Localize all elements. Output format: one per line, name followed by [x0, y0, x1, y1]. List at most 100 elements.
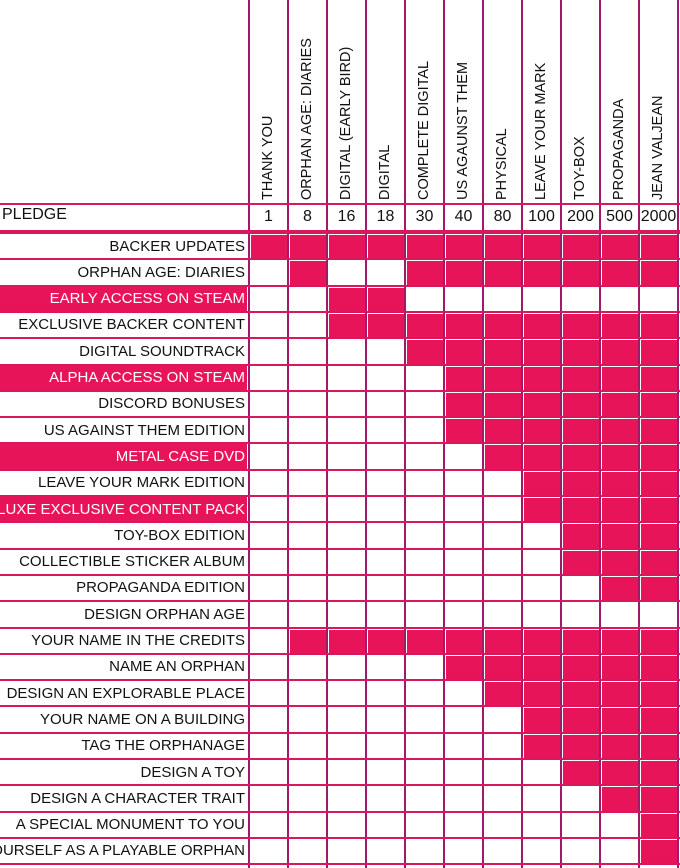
reward-row-label: EARLY ACCESS ON STEAM [0, 285, 247, 312]
included-cell [563, 366, 600, 391]
tier-name-label: DIGITAL [377, 144, 393, 200]
design-reward-row-label: A SPECIAL MONUMENT TO YOU [15, 816, 245, 834]
included-cell [602, 419, 639, 444]
included-cell [407, 261, 444, 286]
grid-row-divider [248, 547, 680, 550]
design-reward-row-label: YOUR NAME ON A BUILDING [39, 710, 245, 728]
grid-row-divider [0, 573, 248, 576]
grid-row-divider [248, 389, 680, 392]
grid-row-divider [248, 863, 680, 866]
tier-name-header: PROPAGANDA [600, 2, 638, 202]
included-cell [524, 366, 561, 391]
reward-row-label: LEAVE YOUR MARK EDITION [38, 474, 245, 492]
included-cell [485, 313, 522, 339]
grid-column-divider [287, 0, 289, 868]
tier-price: 80 [493, 208, 512, 225]
included-cell [290, 629, 327, 654]
included-cell [524, 708, 561, 733]
included-cell [485, 419, 522, 444]
included-cell [407, 629, 444, 654]
included-cell [524, 498, 561, 523]
grid-row-divider [248, 573, 680, 576]
included-cell [563, 734, 600, 759]
included-cell [446, 261, 483, 286]
grid-row-divider [248, 705, 680, 708]
grid-row-divider [0, 626, 680, 629]
tier-name-header: DIGITAL (EARLY BIRD) [327, 2, 365, 202]
included-cell [563, 655, 600, 681]
tier-price: 18 [376, 208, 395, 225]
grid-row-divider [0, 810, 248, 813]
grid-column-divider [560, 0, 562, 868]
included-cell [641, 235, 678, 260]
included-cell [524, 419, 561, 444]
grid-row-divider [0, 679, 248, 682]
included-cell [524, 261, 561, 286]
grid-row-divider [248, 258, 680, 261]
included-cell [485, 682, 522, 707]
included-cell [563, 498, 600, 523]
tier-price: 500 [606, 208, 633, 225]
tier-name-header: LEAVE YOUR MARK [522, 2, 560, 202]
included-cell [368, 313, 405, 339]
included-cell [563, 392, 600, 418]
included-cell [641, 734, 678, 759]
grid-row-divider [0, 758, 248, 760]
included-cell [329, 313, 366, 339]
included-cell [563, 235, 600, 260]
grid-row-divider [0, 705, 248, 708]
included-cell [329, 629, 366, 654]
pledge-label: PLEDGE [2, 206, 67, 223]
grid-column-divider [326, 0, 328, 868]
included-cell [368, 235, 405, 260]
included-cell [446, 629, 483, 654]
grid-row-divider [0, 258, 248, 261]
included-cell [641, 682, 678, 707]
included-cell [563, 445, 600, 470]
grid-row-divider [248, 810, 680, 813]
grid-row-divider [0, 230, 680, 232]
included-cell [641, 813, 678, 838]
included-cell [251, 235, 288, 260]
grid-row-divider [0, 468, 248, 471]
included-cell [563, 682, 600, 707]
included-cell [563, 340, 600, 365]
tier-name-header: PHYSICAL [483, 2, 521, 202]
included-cell [563, 708, 600, 733]
included-cell [446, 340, 483, 365]
grid-row-divider [248, 337, 680, 340]
tier-price: 200 [567, 208, 594, 225]
grid-column-divider [599, 0, 601, 868]
included-cell [602, 261, 639, 286]
grid-column-divider [404, 0, 406, 868]
grid-row-divider [0, 652, 248, 655]
reward-row-label: DISCORD BONUSES [98, 395, 245, 413]
grid-column-divider [248, 0, 250, 868]
included-cell [446, 366, 483, 391]
included-cell [524, 655, 561, 681]
included-cell [641, 313, 678, 339]
grid-column-divider [677, 0, 679, 868]
included-cell [602, 445, 639, 470]
grid-row-divider [248, 363, 680, 366]
grid-row-divider [0, 836, 248, 839]
design-reward-row-label: TAG THE ORPHANAGE [81, 737, 245, 755]
included-cell [602, 734, 639, 759]
included-cell [641, 787, 678, 812]
included-cell [485, 445, 522, 470]
grid-row-divider [248, 310, 680, 313]
included-cell [641, 261, 678, 286]
included-cell [485, 261, 522, 286]
included-cell [602, 761, 639, 786]
included-cell [485, 340, 522, 365]
tier-name-header: ORPHAN AGE: DIARIES [288, 2, 326, 202]
included-cell [641, 761, 678, 786]
grid-row-divider [0, 416, 248, 419]
reward-row-label: DELUXE EXCLUSIVE CONTENT PACK [0, 496, 247, 522]
included-cell [641, 366, 678, 391]
reward-row-label: BACKER UPDATES [109, 237, 245, 255]
included-cell [524, 445, 561, 470]
grid-column-divider [521, 0, 523, 868]
included-cell [602, 629, 639, 654]
